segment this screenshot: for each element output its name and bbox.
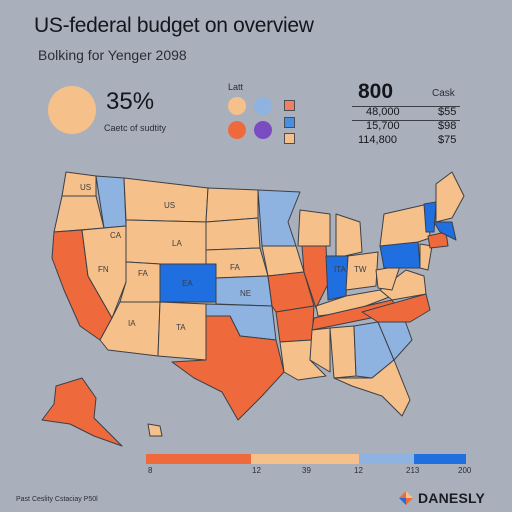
row-value: 15,700 bbox=[366, 120, 400, 132]
state-label: TW bbox=[354, 265, 367, 274]
legend-swatch-mid-blue bbox=[254, 97, 272, 115]
table-divider bbox=[352, 106, 460, 107]
color-scale-bar bbox=[146, 454, 466, 464]
brand-mark-icon bbox=[399, 491, 413, 505]
headline-number: 800 bbox=[358, 80, 394, 103]
legend-heading: Latt bbox=[228, 82, 244, 92]
state-michigan bbox=[335, 213, 363, 259]
state-illinois bbox=[301, 245, 329, 309]
row-value: 48,000 bbox=[366, 106, 400, 118]
state-utah bbox=[119, 261, 161, 303]
state-oregon bbox=[53, 195, 105, 233]
state-north-dakota bbox=[205, 187, 259, 223]
legend-swatch-purple bbox=[254, 121, 272, 139]
us-choropleth-map: US US CA LA FN FA EA FA NE IA TA ITA TW bbox=[41, 171, 465, 447]
state-new-jersey bbox=[419, 243, 433, 271]
row-amount: $75 bbox=[438, 134, 457, 146]
row-amount: $98 bbox=[438, 120, 457, 132]
state-florida bbox=[333, 359, 411, 417]
table-divider bbox=[352, 120, 460, 121]
scale-tick: 8 bbox=[148, 466, 153, 475]
state-ohio bbox=[345, 251, 379, 291]
state-massachusetts bbox=[433, 221, 457, 241]
state-north-carolina bbox=[361, 293, 431, 323]
brand-name: DANESLY bbox=[418, 490, 486, 506]
scale-segment-mid-blue bbox=[359, 454, 414, 464]
state-new-york bbox=[379, 203, 431, 247]
state-label: NE bbox=[240, 289, 251, 298]
state-label: TA bbox=[176, 323, 186, 332]
state-label: LA bbox=[172, 239, 182, 248]
state-minnesota bbox=[257, 189, 301, 247]
state-nevada bbox=[81, 225, 127, 319]
state-label: FA bbox=[230, 263, 240, 272]
brand-logo: DANESLY bbox=[398, 490, 485, 506]
legend-square-blue bbox=[284, 117, 295, 128]
state-iowa bbox=[261, 245, 305, 277]
state-label: EA bbox=[182, 279, 193, 288]
state-montana bbox=[123, 177, 209, 223]
row-value: 114,800 bbox=[358, 134, 397, 146]
source-note: Past Ceslity Cstaciay P50l bbox=[16, 496, 98, 503]
state-arkansas bbox=[275, 305, 315, 343]
state-vermont bbox=[423, 201, 437, 233]
stat-circle bbox=[48, 86, 96, 134]
state-maine bbox=[435, 171, 465, 223]
state-mississippi bbox=[309, 327, 331, 373]
page-subtitle: Bolking for Yenger 2098 bbox=[38, 47, 187, 63]
page-title: US-federal budget on overview bbox=[34, 14, 314, 37]
cost-column-heading: Cask bbox=[432, 88, 455, 99]
state-alaska bbox=[41, 377, 123, 447]
state-texas bbox=[171, 315, 285, 421]
state-alabama bbox=[329, 325, 357, 379]
state-label: IA bbox=[128, 319, 136, 328]
state-virginia bbox=[379, 269, 427, 301]
scale-segment-strong-blue bbox=[414, 454, 466, 464]
scale-tick: 200 bbox=[458, 466, 472, 475]
stat-value: 35% bbox=[106, 88, 155, 115]
stat-caption: Caetc of sudtity bbox=[104, 123, 167, 133]
legend-swatch-high bbox=[228, 121, 246, 139]
state-label: US bbox=[80, 183, 91, 192]
row-amount: $55 bbox=[438, 106, 457, 118]
state-label: FA bbox=[138, 269, 148, 278]
state-hawaii bbox=[147, 423, 163, 437]
scale-segment-low bbox=[251, 454, 359, 464]
scale-tick: 12 bbox=[252, 466, 261, 475]
state-indiana bbox=[325, 255, 349, 301]
state-connecticut bbox=[427, 231, 449, 249]
scale-tick: 12 bbox=[354, 466, 363, 475]
legend-square-orange bbox=[284, 100, 295, 111]
state-label: CA bbox=[110, 231, 122, 240]
scale-tick: 39 bbox=[302, 466, 311, 475]
state-label: ITA bbox=[334, 265, 347, 274]
state-wisconsin bbox=[297, 209, 331, 247]
state-label: FN bbox=[98, 265, 109, 274]
scale-tick: 213 bbox=[406, 466, 420, 475]
scale-segment-high bbox=[146, 454, 251, 464]
state-south-dakota bbox=[205, 217, 261, 251]
legend-swatch-low bbox=[228, 97, 246, 115]
state-wyoming bbox=[125, 219, 207, 265]
legend-square-peach bbox=[284, 133, 295, 144]
state-label: US bbox=[164, 201, 175, 210]
